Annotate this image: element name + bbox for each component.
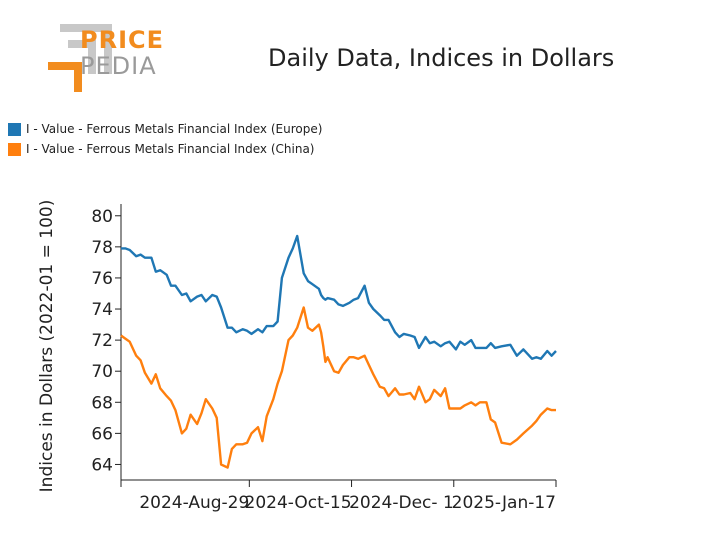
x-tick-label: 2025-Jan-17 — [452, 493, 556, 513]
y-tick-label: 70 — [91, 362, 113, 382]
series-lines — [120, 234, 557, 469]
legend-item-europe[interactable]: I - Value - Ferrous Metals Financial Ind… — [8, 119, 322, 139]
logo-wordmark-top: PRICE — [80, 26, 165, 54]
series-line-china — [120, 306, 556, 469]
y-axis-title: Indices in Dollars (2022-01 = 100) — [37, 200, 57, 493]
y-tick-label: 72 — [91, 331, 113, 351]
axes-group: 64 66 68 70 72 74 76 78 80 2024-Aug-292024-Oct-15… — [91, 204, 557, 513]
series-line-europe — [121, 234, 557, 360]
chart-legend: I - Value - Ferrous Metals Financial Ind… — [8, 119, 322, 159]
x-tick-label: 2024-Dec- 1 — [349, 493, 454, 513]
legend-swatch-europe — [8, 122, 21, 136]
chart-title: Daily Data, Indices in Dollars — [268, 44, 615, 72]
pricepedia-logo — [48, 24, 112, 92]
y-tick-label: 66 — [91, 424, 113, 444]
y-tick-label: 64 — [91, 455, 113, 475]
y-tick-label: 80 — [91, 207, 113, 227]
y-tick-label: 78 — [91, 238, 113, 258]
legend-item-china[interactable]: I - Value - Ferrous Metals Financial Ind… — [8, 139, 322, 159]
legend-label-china: I - Value - Ferrous Metals Financial Ind… — [26, 142, 315, 156]
legend-swatch-china — [8, 142, 21, 156]
y-tick-label: 74 — [91, 300, 113, 320]
x-tick-label: 2024-Oct-15 — [245, 493, 352, 513]
logo-wordmark-bottom: PEDIA — [80, 52, 157, 80]
y-tick-label: 76 — [91, 269, 113, 289]
x-tick-label: 2024-Aug-29 — [139, 493, 249, 513]
legend-label-europe: I - Value - Ferrous Metals Financial Ind… — [26, 122, 323, 136]
y-tick-label: 68 — [91, 393, 113, 413]
